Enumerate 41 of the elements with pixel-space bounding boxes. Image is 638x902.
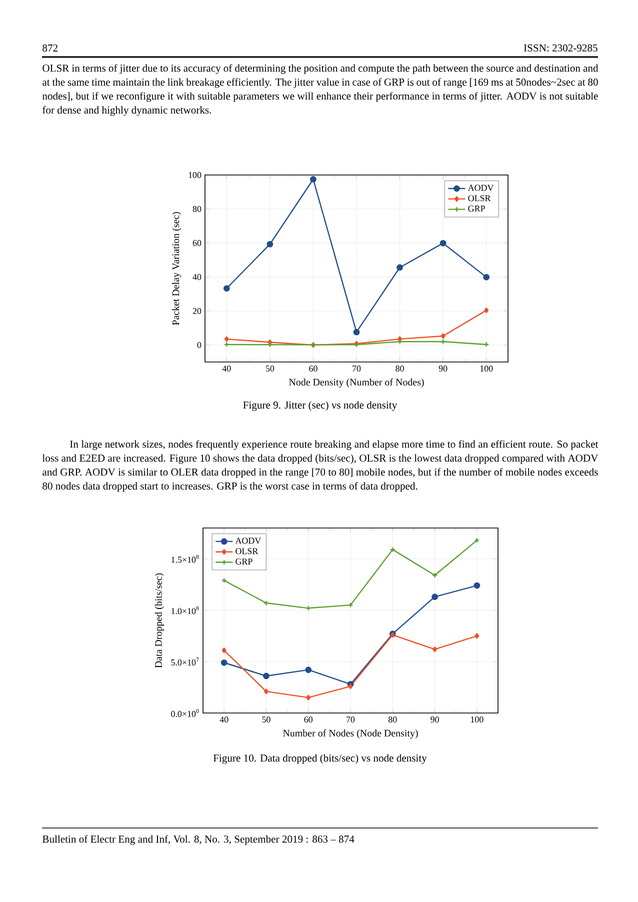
- x-tick-label: 40: [220, 716, 228, 723]
- y-tick-label: 1.0×10$^{8}$: [172, 606, 199, 614]
- y-axis-title: Packet Delay Variation (sec): [172, 212, 182, 326]
- x-tick-label: 90: [438, 366, 448, 372]
- y-tick-label: 80: [192, 206, 202, 212]
- x-tick-label: 50: [262, 716, 270, 723]
- text: OLSR in terms of jitter due to its accuracy of determining the position and compute the path between the source and destination and at the same time maintain the link breakage efficiently. The jitter value in case of GRP is out of range [169 ms at 50nodes~2sec at 80 nodes], but if we reconfigure it with suitable parameters we will enhance their performance in terms of jitter. AODV is not suitable for dense and highly dynamic networks.: [42, 64, 598, 116]
- legend-label: GRP: [236, 558, 252, 565]
- y-tick-label: 20: [192, 308, 202, 314]
- y-tick-label: 0.0×10$^{0}$: [171, 709, 199, 717]
- x-tick-label: 70: [346, 716, 355, 723]
- text: ISSN: 2302-9285: [524, 44, 598, 52]
- legend-label: OLSR: [236, 548, 258, 554]
- x-tick-label: 40: [222, 366, 231, 372]
- legend-label: AODV: [235, 538, 262, 544]
- legend-label: GRP: [468, 206, 485, 212]
- x-tick-label: 100: [480, 366, 493, 372]
- x-axis-title: Node Density (Number of Nodes): [288, 378, 424, 388]
- caption: Figure 9. Jitter (sec) vs node density: [243, 401, 398, 411]
- x-tick-label: 80: [388, 716, 397, 723]
- x-tick-label: 50: [266, 366, 274, 372]
- x-tick-label: 90: [430, 716, 439, 723]
- text: 872: [42, 44, 58, 52]
- x-tick-label: 100: [470, 716, 484, 723]
- y-tick-label: 0: [197, 342, 202, 348]
- y-tick-label: 5.0×10$^{7}$: [171, 658, 199, 666]
- x-axis-title: Number of Nodes (Node Density): [282, 729, 418, 739]
- text: Bulletin of Electr Eng and Inf, Vol. 8, No. 3, September 2019 : 863 – 874: [42, 835, 354, 845]
- x-tick-label: 70: [352, 366, 361, 372]
- x-tick-label: 80: [396, 366, 404, 372]
- legend-label: OLSR: [468, 195, 491, 202]
- y-tick-label: 60: [192, 240, 202, 246]
- y-tick-label: 100: [188, 172, 202, 178]
- caption: Figure 10. Data dropped (bits/sec) vs node density: [213, 754, 427, 764]
- y-axis-title: Data Dropped (bits/sec): [154, 573, 164, 668]
- y-tick-label: 40: [192, 274, 202, 280]
- y-tick-label: 1.5×10$^{8}$: [172, 554, 199, 563]
- x-tick-label: 60: [304, 716, 312, 723]
- text: In large network sizes, nodes frequently experience route breaking and elapse more time to find an efficient route. So packet loss and E2ED are increased. Figure 10 shows the data dropped (bits/sec), OLSR is the lowest data dropped compared with AODV and GRP. AODV is similar to OLER data dropped in the range [70 to 80] mobile nodes, but if the number of mobile nodes exceeds 80 nodes data dropped start to increases. GRP is the worst case in terms of data dropped.: [42, 440, 598, 492]
- x-tick-label: 60: [309, 366, 318, 372]
- legend-label: AODV: [468, 184, 494, 191]
